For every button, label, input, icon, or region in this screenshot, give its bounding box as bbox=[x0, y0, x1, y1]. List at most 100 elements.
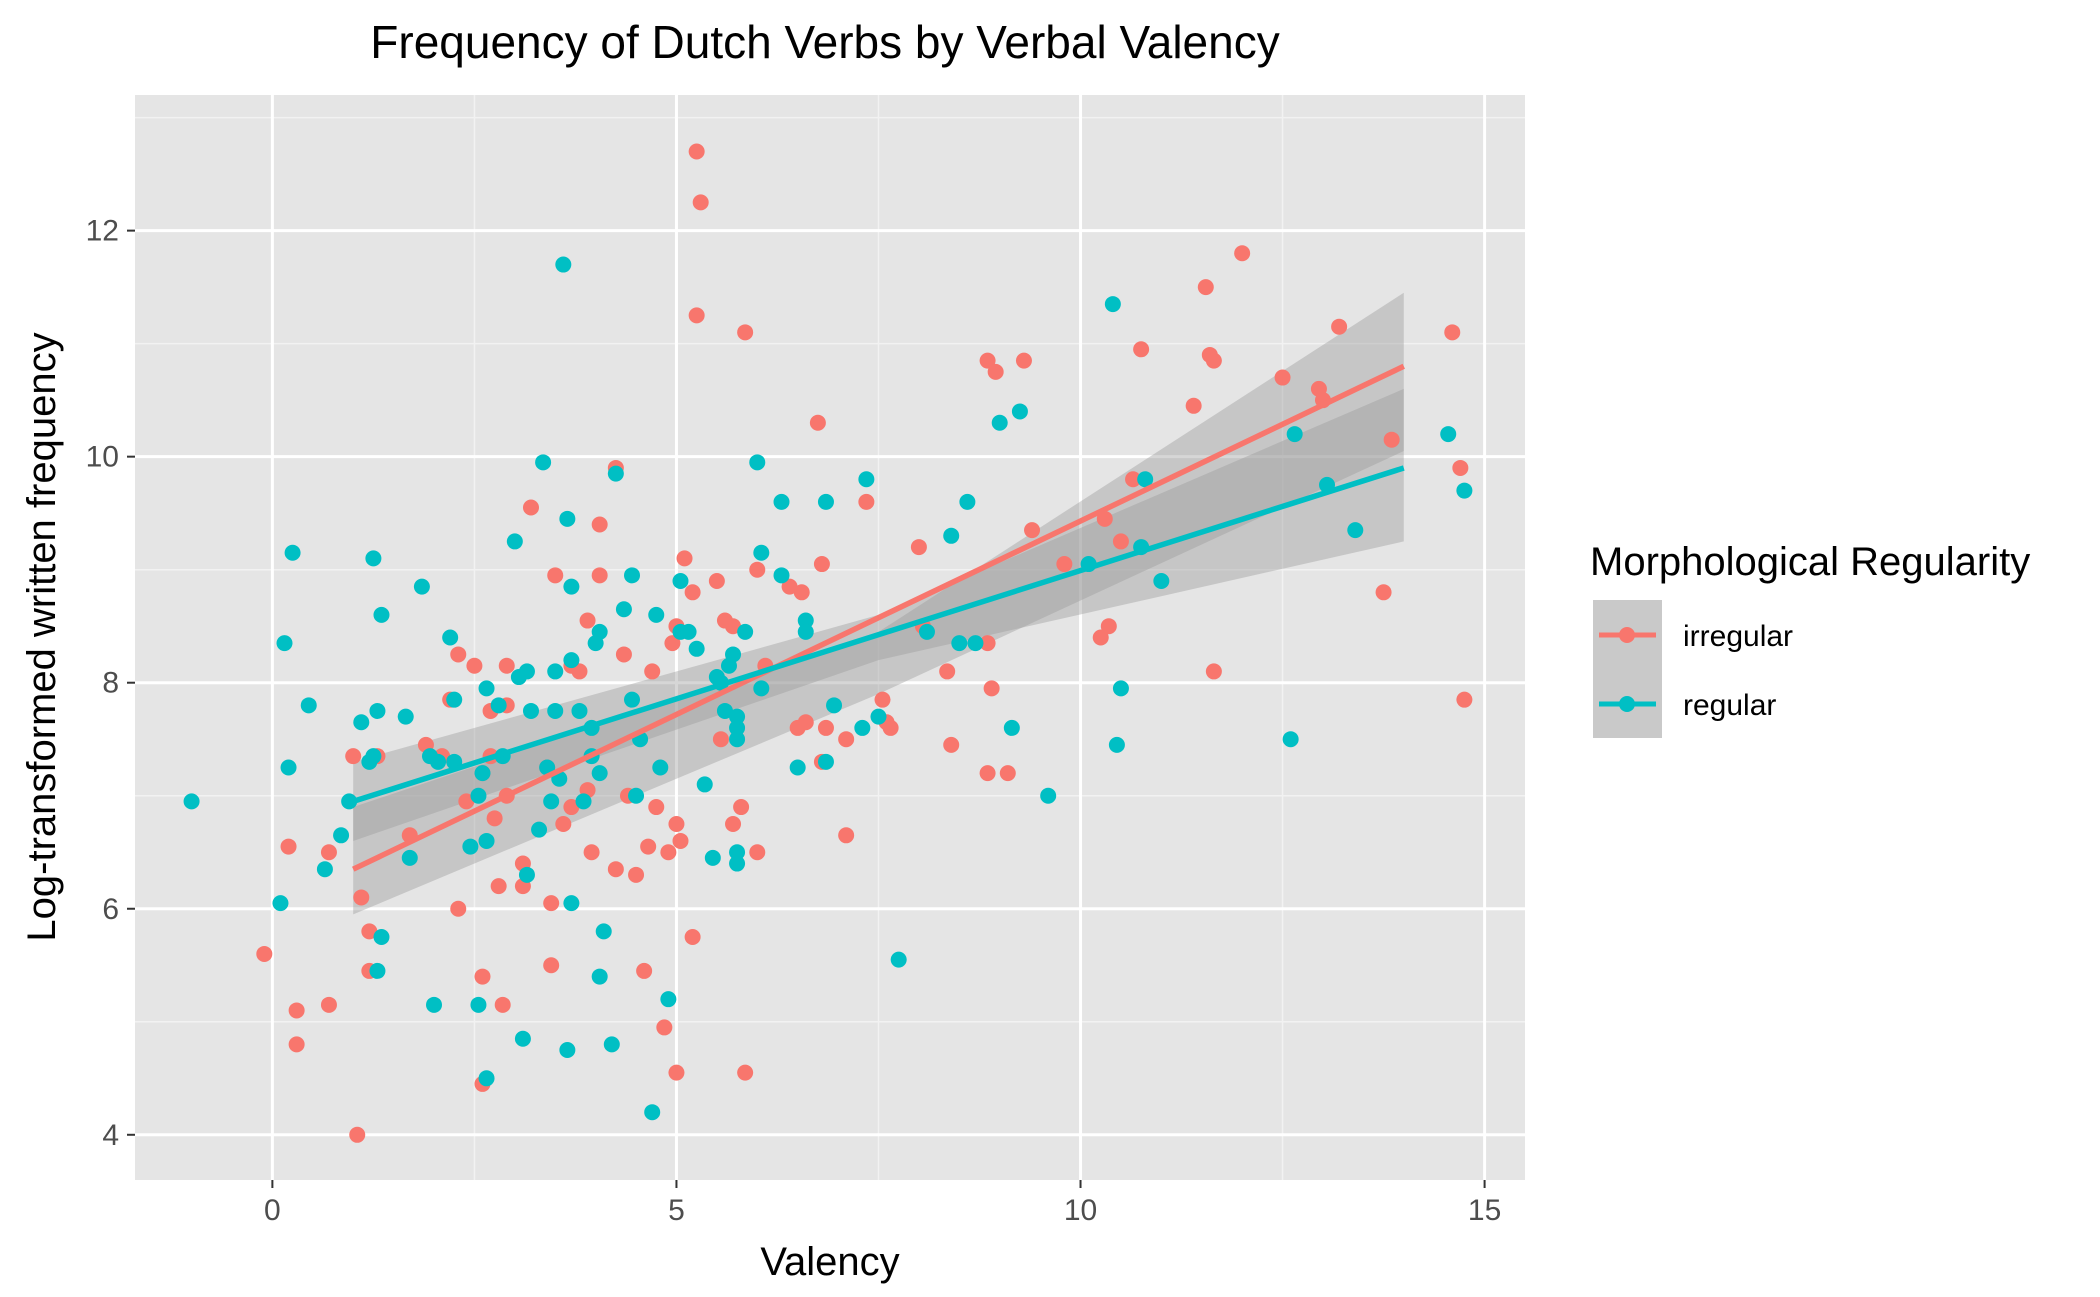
data-point-irregular bbox=[345, 748, 362, 765]
data-point-regular bbox=[967, 635, 984, 652]
data-point-regular bbox=[680, 623, 697, 640]
data-point-irregular bbox=[737, 1064, 754, 1081]
data-point-regular bbox=[652, 759, 669, 776]
data-point-regular bbox=[773, 567, 790, 584]
data-point-irregular bbox=[607, 861, 624, 878]
data-point-irregular bbox=[672, 832, 689, 849]
data-point-irregular bbox=[1197, 279, 1214, 296]
data-point-irregular bbox=[1100, 618, 1117, 635]
data-point-irregular bbox=[809, 414, 826, 431]
data-point-irregular bbox=[999, 765, 1016, 782]
data-point-irregular bbox=[615, 646, 632, 663]
data-point-irregular bbox=[353, 889, 370, 906]
data-point-irregular bbox=[1024, 522, 1041, 539]
data-point-regular bbox=[401, 849, 418, 866]
data-point-irregular bbox=[1096, 510, 1113, 527]
data-point-regular bbox=[749, 454, 766, 471]
data-point-irregular bbox=[1056, 556, 1073, 573]
data-point-irregular bbox=[1015, 352, 1032, 369]
x-tick-label: 15 bbox=[1468, 1194, 1501, 1227]
data-point-irregular bbox=[1112, 533, 1129, 550]
data-point-regular bbox=[284, 544, 301, 561]
data-point-regular bbox=[276, 635, 293, 652]
data-point-irregular bbox=[692, 194, 709, 211]
data-point-regular bbox=[575, 793, 592, 810]
data-point-regular bbox=[1108, 736, 1125, 753]
data-point-irregular bbox=[288, 1036, 305, 1053]
y-tick-label: 6 bbox=[102, 893, 119, 926]
y-tick-label: 12 bbox=[86, 215, 119, 248]
data-point-regular bbox=[696, 776, 713, 793]
data-point-regular bbox=[1440, 426, 1457, 443]
data-point-regular bbox=[615, 601, 632, 618]
data-point-irregular bbox=[349, 1126, 366, 1143]
data-point-irregular bbox=[688, 143, 705, 160]
legend-label-regular: regular bbox=[1683, 689, 1776, 722]
data-point-regular bbox=[563, 652, 580, 669]
data-point-irregular bbox=[1383, 431, 1400, 448]
data-point-irregular bbox=[656, 1019, 673, 1036]
data-point-regular bbox=[373, 929, 390, 946]
data-point-irregular bbox=[490, 878, 507, 895]
data-point-regular bbox=[531, 821, 548, 838]
data-point-regular bbox=[797, 623, 814, 640]
data-point-irregular bbox=[979, 352, 996, 369]
data-point-irregular bbox=[712, 731, 729, 748]
data-point-regular bbox=[648, 606, 665, 623]
data-point-regular bbox=[918, 623, 935, 640]
data-point-irregular bbox=[1185, 397, 1202, 414]
data-point-regular bbox=[365, 550, 382, 567]
data-point-regular bbox=[518, 663, 535, 680]
data-point-regular bbox=[607, 465, 624, 482]
data-point-irregular bbox=[361, 923, 378, 940]
data-point-irregular bbox=[579, 612, 596, 629]
data-point-regular bbox=[943, 527, 960, 544]
data-point-regular bbox=[365, 748, 382, 765]
data-point-regular bbox=[397, 708, 414, 725]
data-point-irregular bbox=[320, 996, 337, 1013]
data-point-regular bbox=[1456, 482, 1473, 499]
chart-title: Frequency of Dutch Verbs by Verbal Valen… bbox=[370, 16, 1279, 68]
data-point-irregular bbox=[668, 1064, 685, 1081]
data-point-regular bbox=[547, 663, 564, 680]
data-point-regular bbox=[789, 759, 806, 776]
data-point-regular bbox=[413, 578, 430, 595]
data-point-irregular bbox=[644, 663, 661, 680]
data-point-irregular bbox=[466, 657, 483, 674]
data-point-irregular bbox=[1092, 629, 1109, 646]
data-point-irregular bbox=[676, 550, 693, 567]
data-point-irregular bbox=[458, 793, 475, 810]
data-point-regular bbox=[624, 691, 641, 708]
data-point-regular bbox=[478, 680, 495, 697]
data-point-irregular bbox=[288, 1002, 305, 1019]
data-point-irregular bbox=[1331, 318, 1348, 335]
data-point-regular bbox=[753, 544, 770, 561]
data-point-regular bbox=[535, 454, 552, 471]
data-point-regular bbox=[858, 471, 875, 488]
fit-line-irregular bbox=[352, 363, 1405, 872]
data-point-irregular bbox=[688, 307, 705, 324]
data-points bbox=[183, 143, 1473, 1143]
data-point-irregular bbox=[280, 838, 297, 855]
data-point-irregular bbox=[1456, 691, 1473, 708]
data-point-regular bbox=[446, 691, 463, 708]
confidence-band-irregular bbox=[353, 292, 1404, 915]
data-point-irregular bbox=[591, 516, 608, 533]
data-point-regular bbox=[729, 855, 746, 872]
data-point-regular bbox=[559, 510, 576, 527]
data-point-irregular bbox=[874, 691, 891, 708]
data-point-regular bbox=[559, 1042, 576, 1059]
data-point-irregular bbox=[1205, 352, 1222, 369]
data-point-regular bbox=[1347, 522, 1364, 539]
data-point-irregular bbox=[555, 815, 572, 832]
data-point-regular bbox=[442, 629, 459, 646]
data-point-irregular bbox=[498, 657, 515, 674]
data-point-regular bbox=[729, 708, 746, 725]
data-point-regular bbox=[591, 623, 608, 640]
data-point-regular bbox=[518, 866, 535, 883]
data-point-regular bbox=[1011, 403, 1028, 420]
data-point-irregular bbox=[320, 844, 337, 861]
data-point-regular bbox=[430, 753, 447, 770]
data-point-regular bbox=[959, 493, 976, 510]
